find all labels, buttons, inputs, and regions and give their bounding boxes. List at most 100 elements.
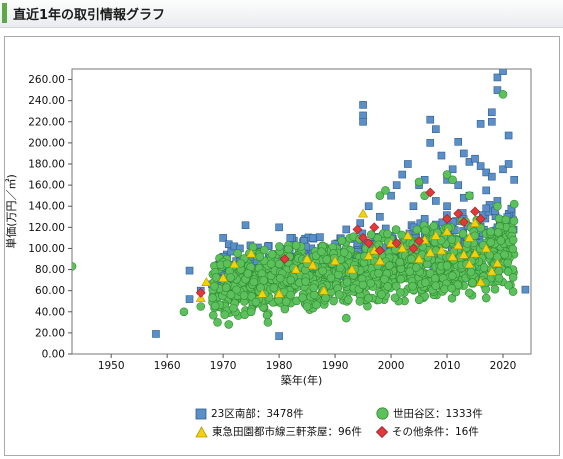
- data-point-square: [286, 234, 295, 242]
- data-point-circle: [210, 301, 220, 311]
- data-point-square: [454, 181, 463, 189]
- data-point-diamond: [470, 206, 480, 217]
- data-point-circle: [468, 278, 477, 287]
- data-point-circle: [396, 274, 406, 284]
- data-point-square: [499, 69, 507, 75]
- data-point-circle: [267, 250, 277, 259]
- x-tick-label: 2000: [378, 360, 405, 372]
- data-point-triangle: [274, 288, 285, 298]
- data-point-circle: [222, 259, 232, 269]
- data-point-square: [504, 131, 513, 140]
- data-point-circle: [490, 284, 500, 294]
- x-tick-label: 1950: [98, 360, 125, 372]
- data-point-circle: [391, 245, 400, 255]
- data-point-circle: [493, 228, 503, 237]
- legend-label: 世田谷区：1333件: [393, 408, 483, 420]
- data-point-diamond: [195, 287, 206, 298]
- data-point-square: [482, 168, 491, 177]
- data-point-square: [471, 154, 479, 163]
- data-point-circle: [344, 295, 353, 305]
- data-point-square: [404, 160, 412, 168]
- data-point-circle: [302, 302, 312, 311]
- data-point-triangle: [475, 277, 486, 287]
- data-point-square: [426, 139, 435, 147]
- data-point-circle: [224, 320, 234, 329]
- x-tick-label: 2020: [490, 360, 517, 372]
- data-point-square: [356, 219, 365, 227]
- data-point-diamond: [425, 187, 436, 198]
- data-point-square: [185, 295, 194, 303]
- data-point-triangle: [246, 248, 257, 258]
- data-point-square: [359, 111, 367, 120]
- data-point-circle: [232, 285, 241, 295]
- legend-square-marker: [195, 408, 207, 419]
- data-point-circle: [377, 290, 386, 299]
- data-point-circle: [179, 307, 189, 317]
- data-point-circle: [249, 277, 259, 287]
- data-point-triangle: [486, 266, 497, 276]
- data-point-triangle: [453, 240, 464, 250]
- data-point-circle: [504, 281, 513, 290]
- data-point-circle: [281, 297, 291, 307]
- data-point-circle: [312, 300, 321, 310]
- data-point-circle: [509, 199, 519, 209]
- data-point-circle: [493, 201, 502, 211]
- data-point-circle: [229, 303, 238, 313]
- data-point-circle: [364, 293, 373, 303]
- data-point-circle: [355, 297, 365, 306]
- data-point-circle: [239, 291, 249, 300]
- data-point-circle: [500, 250, 509, 260]
- data-point-circle: [358, 280, 368, 290]
- data-point-circle: [291, 241, 301, 250]
- legend-item-setagaya: 世田谷区：1333件: [376, 406, 483, 421]
- y-tick-label: 60.00: [35, 285, 65, 297]
- data-point-circle: [481, 293, 491, 303]
- data-point-square: [460, 149, 468, 158]
- data-point-circle: [326, 273, 336, 283]
- data-point-circle: [390, 293, 400, 303]
- data-point-circle: [259, 276, 268, 285]
- data-markers: [72, 69, 530, 340]
- data-point-square: [432, 125, 440, 133]
- data-point-square: [409, 202, 418, 211]
- page-title: 直近1年の取引情報グラフ: [13, 8, 166, 23]
- data-point-diamond: [442, 213, 452, 224]
- data-point-circle: [508, 287, 518, 296]
- y-tick-label: 80.00: [35, 264, 65, 276]
- data-point-circle: [243, 269, 253, 278]
- data-point-triangle: [470, 217, 481, 227]
- legend-label: その他条件：16件: [392, 426, 479, 438]
- data-point-triangle: [464, 232, 475, 242]
- data-point-circle: [210, 281, 219, 291]
- data-point-square: [482, 186, 491, 195]
- data-point-triangle: [330, 255, 341, 265]
- data-point-circle: [226, 290, 236, 299]
- data-point-square: [342, 225, 351, 234]
- data-point-diamond: [369, 222, 380, 233]
- plot-area: [71, 68, 532, 355]
- data-point-square: [426, 115, 435, 124]
- data-point-square: [454, 138, 463, 146]
- legend-circle-marker: [376, 407, 389, 420]
- data-point-circle: [465, 288, 474, 298]
- data-point-triangle: [397, 243, 408, 253]
- data-point-circle: [298, 293, 307, 302]
- data-point-square: [482, 204, 491, 213]
- data-point-circle: [196, 302, 206, 311]
- data-point-circle: [262, 310, 272, 320]
- data-point-circle: [211, 273, 221, 282]
- data-point-triangle: [464, 259, 475, 269]
- data-point-circle: [442, 261, 452, 270]
- data-point-circle: [381, 186, 390, 195]
- data-point-triangle: [492, 258, 503, 268]
- data-point-circle: [486, 238, 496, 247]
- data-point-circle: [318, 266, 327, 276]
- data-point-circle: [407, 254, 416, 264]
- data-point-diamond: [391, 238, 402, 249]
- data-point-circle: [501, 215, 511, 225]
- data-point-circle: [226, 273, 235, 282]
- data-point-triangle: [470, 248, 481, 258]
- data-point-square: [392, 181, 401, 189]
- data-point-triangle: [307, 260, 318, 270]
- data-point-circle: [508, 235, 518, 245]
